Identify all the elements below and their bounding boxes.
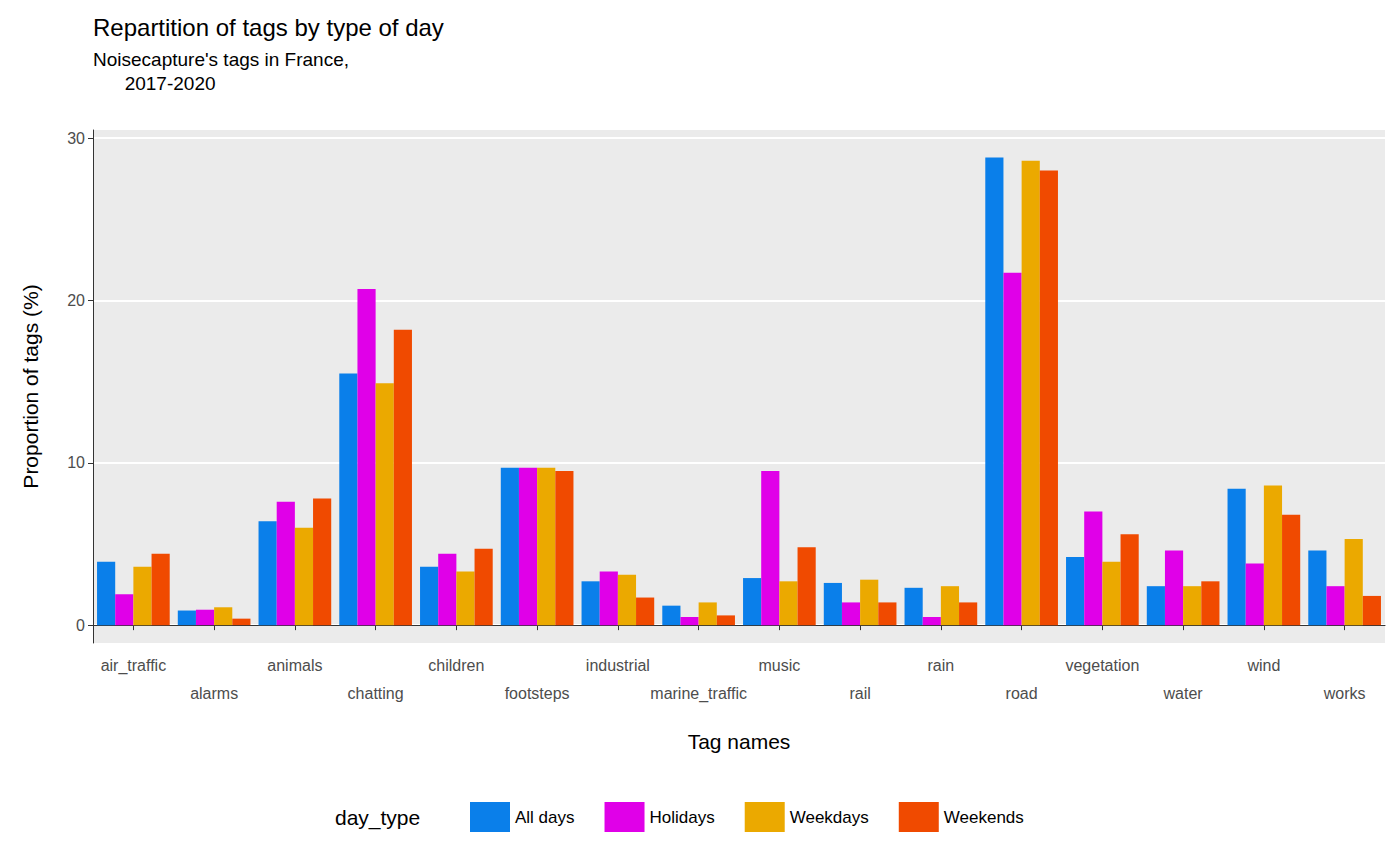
- svg-text:Tag names: Tag names: [688, 730, 791, 753]
- svg-text:road: road: [1006, 685, 1038, 702]
- svg-text:Weekdays: Weekdays: [790, 808, 869, 827]
- svg-text:marine_traffic: marine_traffic: [650, 685, 747, 703]
- svg-text:footsteps: footsteps: [505, 685, 570, 702]
- svg-text:Weekends: Weekends: [944, 808, 1024, 827]
- svg-text:Repartition of tags by type of: Repartition of tags by type of day: [93, 14, 444, 41]
- svg-text:alarms: alarms: [190, 685, 238, 702]
- svg-text:music: music: [758, 657, 800, 674]
- svg-text:day_type: day_type: [335, 806, 420, 830]
- svg-text:industrial: industrial: [586, 657, 650, 674]
- svg-text:animals: animals: [267, 657, 322, 674]
- svg-text:Noisecapture's tags in France,: Noisecapture's tags in France,: [93, 49, 349, 70]
- svg-text:rain: rain: [928, 657, 955, 674]
- svg-text:10: 10: [67, 454, 85, 471]
- svg-text:Holidays: Holidays: [650, 808, 715, 827]
- svg-text:2017-2020: 2017-2020: [93, 73, 216, 94]
- svg-text:0: 0: [76, 617, 85, 634]
- svg-text:Proportion of tags (%): Proportion of tags (%): [19, 284, 42, 488]
- svg-text:30: 30: [67, 130, 85, 147]
- svg-text:water: water: [1163, 685, 1204, 702]
- svg-text:All days: All days: [515, 808, 575, 827]
- svg-text:wind: wind: [1246, 657, 1280, 674]
- svg-text:vegetation: vegetation: [1065, 657, 1139, 674]
- svg-text:20: 20: [67, 292, 85, 309]
- svg-text:air_traffic: air_traffic: [101, 657, 167, 675]
- svg-text:rail: rail: [849, 685, 870, 702]
- svg-text:works: works: [1323, 685, 1366, 702]
- svg-text:children: children: [428, 657, 484, 674]
- svg-text:chatting: chatting: [348, 685, 404, 702]
